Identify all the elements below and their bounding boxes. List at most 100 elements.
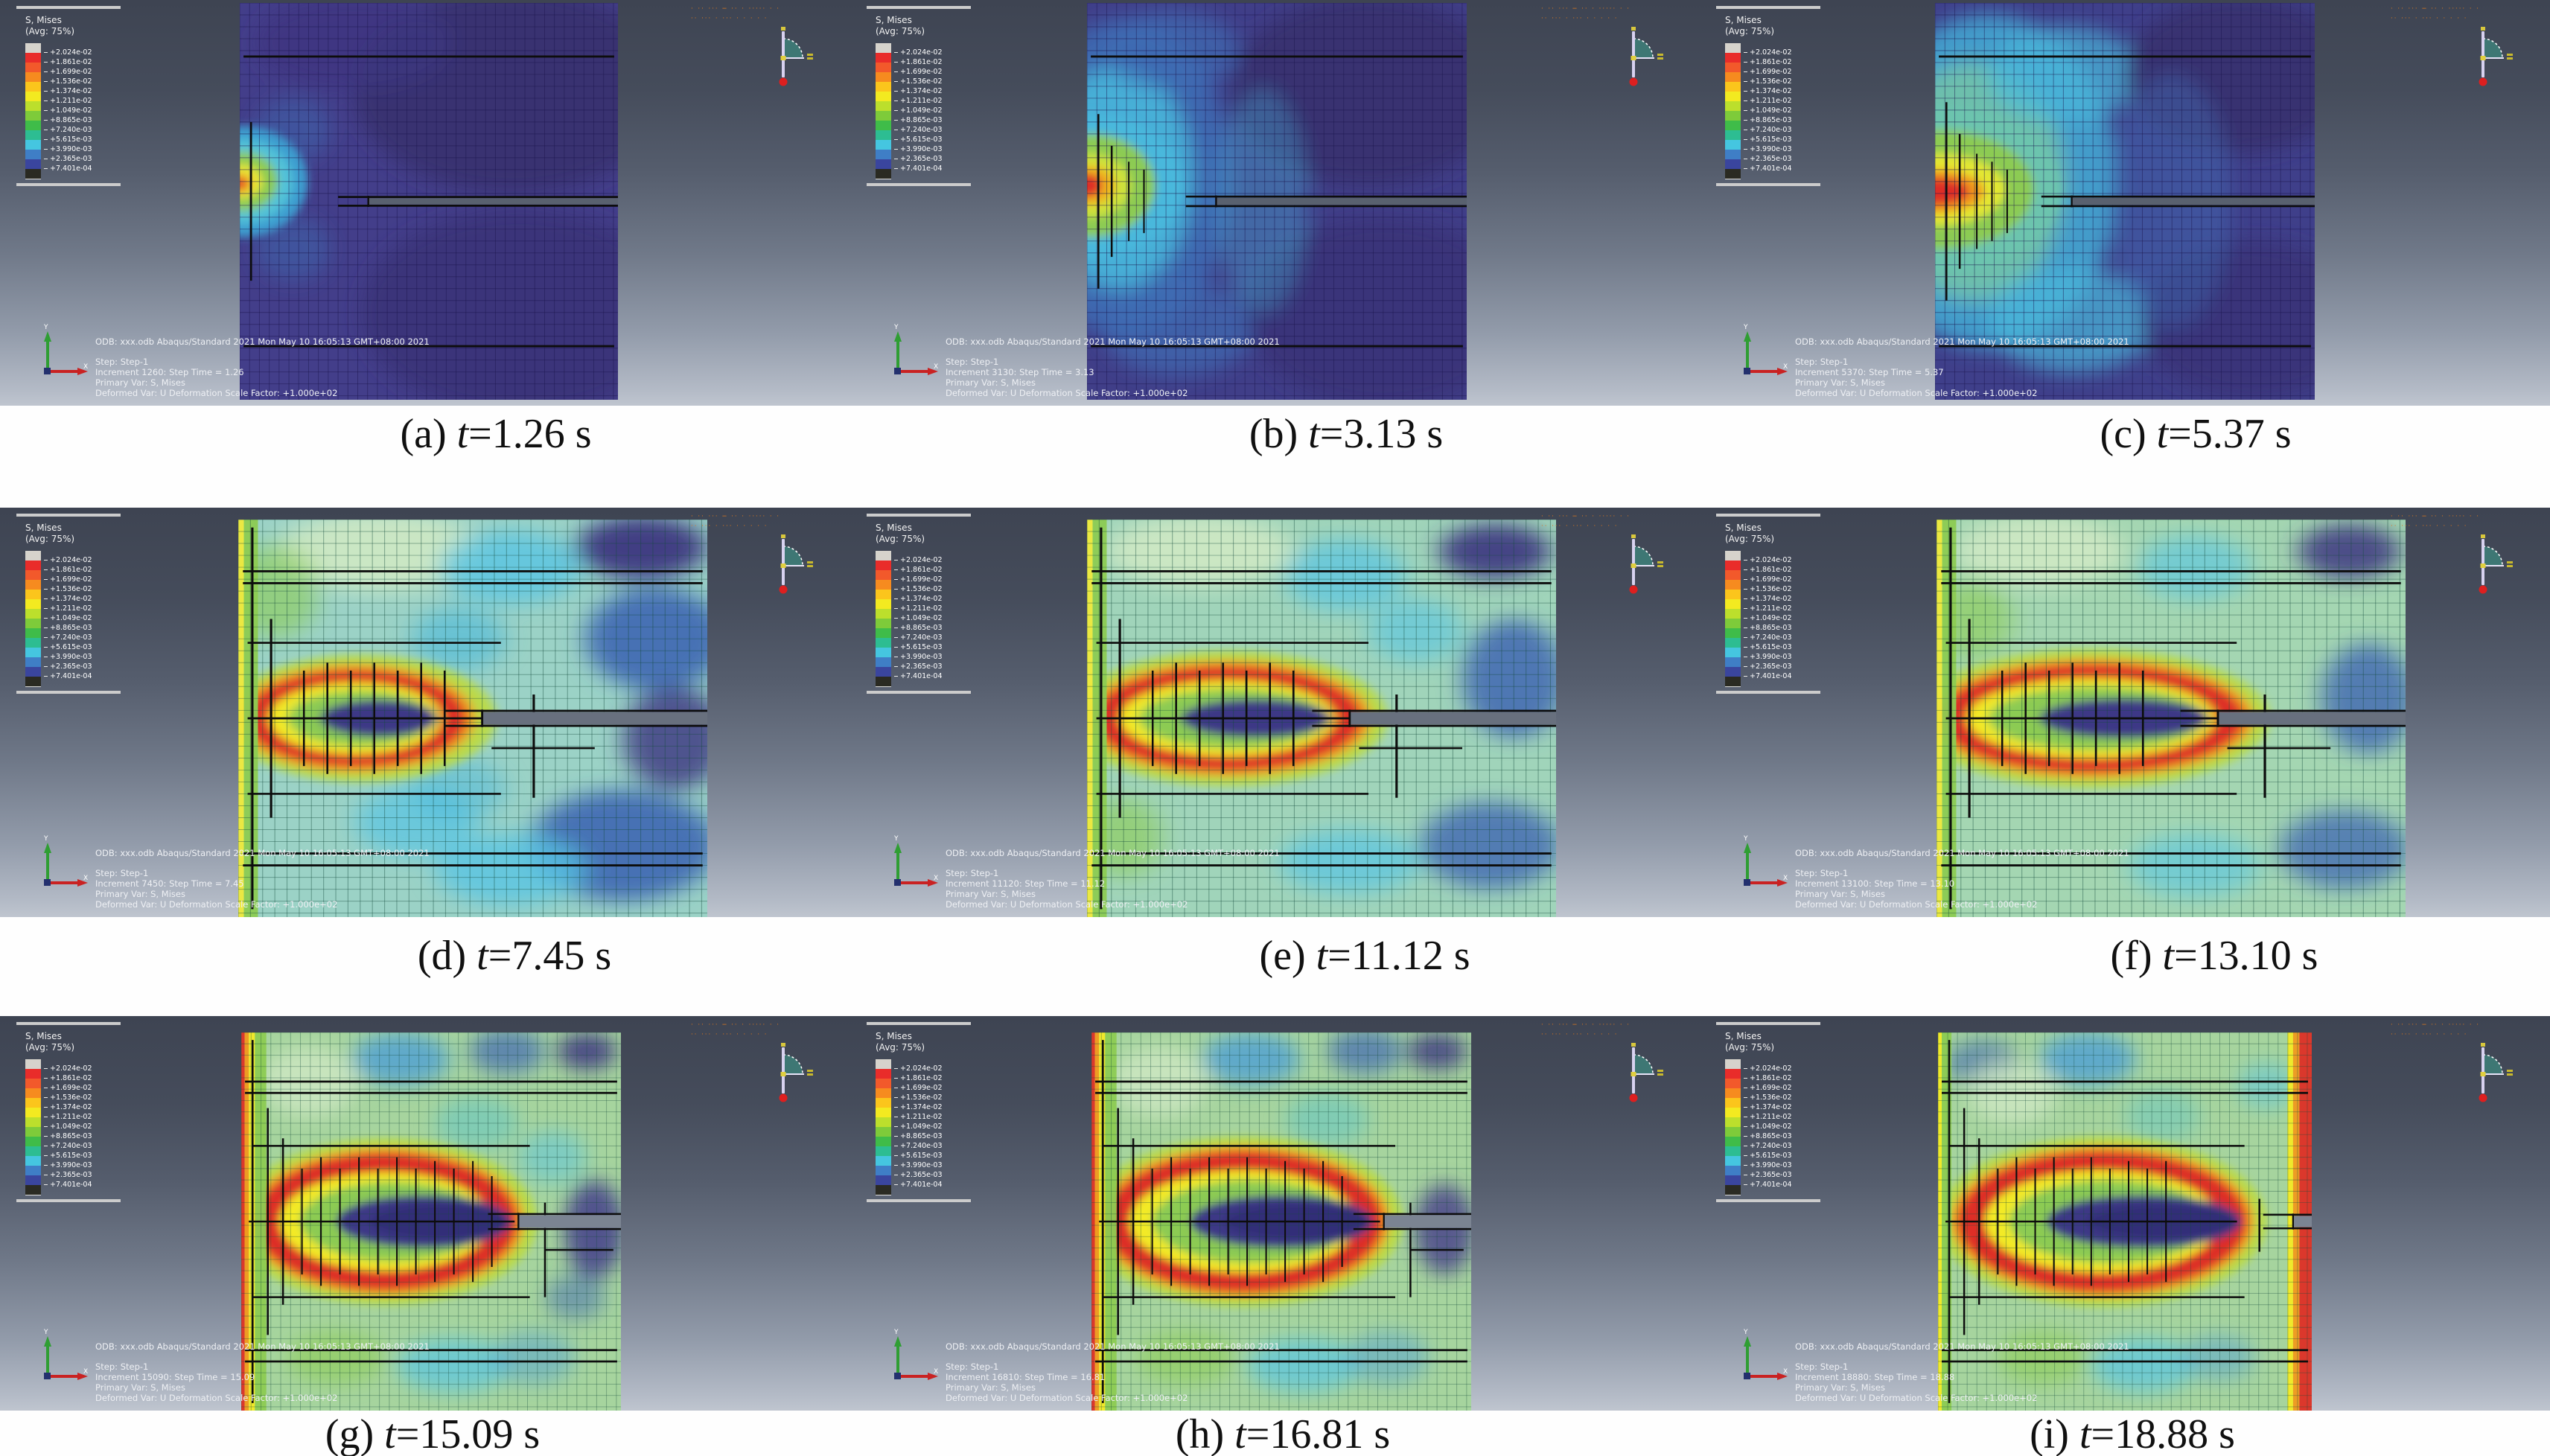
legend-tick-label: +1.861e-02 xyxy=(44,566,92,574)
legend-swatch xyxy=(25,580,41,590)
legend-swatch xyxy=(1725,72,1741,83)
x-axis-label: X xyxy=(1783,1368,1788,1376)
legend-tick-label: +5.615e-03 xyxy=(894,135,943,144)
viewport-annotation-line: ·· ··· · ··· · · · · · xyxy=(1541,1031,1619,1038)
compass-top-mark xyxy=(2481,27,2485,31)
primary-var-line: Primary Var: S, Mises xyxy=(946,377,1036,388)
contour-patch-layer xyxy=(1087,520,1556,893)
legend-tick-label: +1.049e-02 xyxy=(894,106,943,115)
x-axis-label: X xyxy=(83,363,88,371)
rebar-layer xyxy=(1095,1040,1467,1403)
compass-mid-mark xyxy=(2480,1072,2486,1076)
contour-patch xyxy=(255,3,452,91)
contour-patch xyxy=(2181,1335,2256,1381)
contour-layers xyxy=(241,1032,621,1411)
legend-tick-label: +1.536e-02 xyxy=(1744,585,1792,593)
caption-label: (c) xyxy=(2100,411,2146,457)
legend-tick-label: +5.615e-03 xyxy=(1744,135,1792,144)
compass-fan xyxy=(783,1055,803,1074)
legend-bottom-border xyxy=(867,183,971,186)
x-axis-label: X xyxy=(934,1368,938,1376)
legend-swatch xyxy=(25,1185,41,1195)
stress-contour-plot xyxy=(240,3,618,400)
legend-tick-label: +1.536e-02 xyxy=(44,77,92,86)
legend-swatch xyxy=(1725,43,1741,54)
edge-stress-strip xyxy=(1938,1032,1942,1411)
legend-tick-label: +5.615e-03 xyxy=(894,1152,943,1160)
legend-swatch xyxy=(25,609,41,619)
legend-swatch xyxy=(1725,1079,1741,1089)
legend-tick-label: +1.211e-02 xyxy=(44,604,92,613)
legend-swatch xyxy=(1725,1185,1741,1195)
legend-swatch xyxy=(876,53,891,63)
legend-top-border xyxy=(16,1022,121,1025)
contour-patch xyxy=(1247,1338,1362,1392)
legend-swatch xyxy=(876,159,891,170)
legend-tick-label: +1.374e-02 xyxy=(894,595,943,603)
compass-base-dot xyxy=(1629,585,1638,594)
y-axis-label: Y xyxy=(1743,324,1748,331)
legend-title: S, Mises xyxy=(876,15,912,25)
notch-slot xyxy=(1349,712,1556,725)
legend-tick-label: +1.861e-02 xyxy=(44,1074,92,1082)
legend-tick-label: +5.615e-03 xyxy=(894,643,943,651)
legend-tick-label: +3.990e-03 xyxy=(1744,1161,1792,1169)
caption-label: (a) xyxy=(400,411,447,457)
legend-tick-label: +8.865e-03 xyxy=(1744,116,1792,124)
legend-swatch xyxy=(25,551,41,561)
legend-bottom-border xyxy=(867,1199,971,1202)
state-block: ODB: xxx.odb Abaqus/Standard 2021 Mon Ma… xyxy=(95,1341,736,1403)
y-axis-label: Y xyxy=(1743,835,1748,843)
legend-swatch xyxy=(25,1175,41,1186)
legend-tick-label: +1.211e-02 xyxy=(1744,1113,1792,1121)
viewport-annotation-line: ·· ··· · ··· · · · · · xyxy=(2391,15,2468,22)
caption-label: (i) xyxy=(2030,1411,2069,1456)
viewport-annotation: · ·· ··· ─ ·· · ····· · · ·· ··· · ··· · … xyxy=(1541,512,1700,531)
legend-tick-label: +1.211e-02 xyxy=(1744,97,1792,105)
state-block: ODB: xxx.odb Abaqus/Standard 2021 Mon Ma… xyxy=(95,336,736,398)
compass-arc xyxy=(782,38,803,59)
y-axis-arrowhead xyxy=(44,331,51,342)
legend-tick-label: +8.865e-03 xyxy=(44,116,92,124)
legend-tick-label: +3.990e-03 xyxy=(44,145,92,153)
state-block: ODB: xxx.odb Abaqus/Standard 2021 Mon Ma… xyxy=(946,336,1586,398)
legend-swatch xyxy=(1725,609,1741,619)
compass-right-mark xyxy=(1657,54,1663,56)
viewport-annotation: · ·· ··· ─ ·· · ····· · · ·· ··· · ··· · … xyxy=(1541,1021,1700,1040)
legend-tick-label: +1.699e-02 xyxy=(1744,575,1792,584)
compass-fan xyxy=(2483,39,2502,58)
viewport-annotation-line: · ·· ··· ─ ·· · ····· · · xyxy=(2391,5,2480,13)
legend-swatch xyxy=(1725,628,1741,639)
panel-caption-a: (a) t=1.26 s xyxy=(71,410,921,458)
stress-contour-plot xyxy=(241,1032,621,1411)
legend-tick-label: +2.024e-02 xyxy=(1744,48,1792,57)
x-axis-arrowhead xyxy=(928,1373,938,1380)
compass-mid-mark xyxy=(1631,1072,1636,1076)
legend-tick-label: +1.536e-02 xyxy=(44,585,92,593)
compass-right-mark xyxy=(807,57,813,60)
step-line: Step: Step-1 xyxy=(1795,357,1849,367)
step-line: Step: Step-1 xyxy=(1795,1361,1849,1372)
legend-bottom-border xyxy=(16,691,121,694)
legend-swatch xyxy=(25,677,41,687)
panel-caption-f: (f) t=13.10 s xyxy=(1789,932,2550,980)
legend-tick-label: +3.990e-03 xyxy=(1744,145,1792,153)
legend-swatch xyxy=(876,551,891,561)
contour-layers xyxy=(238,520,707,917)
viewport-panel-e: S, Mises (Avg: 75%) +2.024e-02 +1.861e-02 +1… xyxy=(850,508,1700,917)
state-block: ODB: xxx.odb Abaqus/Standard 2021 Mon Ma… xyxy=(946,848,1586,910)
panel-caption-d: (d) t=7.45 s xyxy=(89,932,940,980)
rebar-layer xyxy=(243,527,703,910)
step-line: Step: Step-1 xyxy=(946,357,999,367)
legend-swatch xyxy=(1725,1146,1741,1157)
legend-swatch xyxy=(876,648,891,658)
legend-swatch xyxy=(25,140,41,150)
legend-tick-label: +1.374e-02 xyxy=(1744,1103,1792,1111)
legend-tick-label: +7.401e-04 xyxy=(894,672,943,680)
legend-title: S, Mises xyxy=(1725,523,1762,533)
legend-swatch xyxy=(876,101,891,112)
notch-slot xyxy=(518,1215,621,1228)
legend-swatch xyxy=(25,169,41,179)
caption-time-value: =16.81 s xyxy=(1246,1411,1391,1456)
legend-swatch xyxy=(1725,159,1741,170)
